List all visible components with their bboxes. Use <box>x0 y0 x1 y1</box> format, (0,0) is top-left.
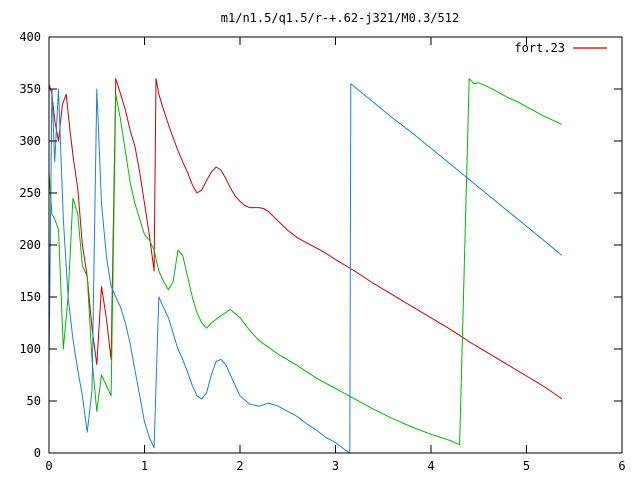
y-tick-label: 50 <box>27 394 41 408</box>
x-tick-label: 6 <box>618 459 625 473</box>
x-tick-label: 4 <box>427 459 434 473</box>
y-tick-label: 300 <box>19 134 41 148</box>
red-series-line <box>48 78 563 400</box>
legend-label: fort.23 <box>514 41 565 55</box>
x-tick-label: 1 <box>141 459 148 473</box>
y-tick-label: 250 <box>19 186 41 200</box>
y-tick-label: 400 <box>19 30 41 44</box>
plot-area: 0 1 2 3 4 5 6 0 50 100 150 200 250 300 350 400 <box>19 30 625 473</box>
x-axis: 0 1 2 3 4 5 6 <box>45 37 626 473</box>
y-tick-label: 0 <box>34 446 41 460</box>
blue-series-line <box>48 83 563 454</box>
x-tick-label: 2 <box>236 459 243 473</box>
y-tick-label: 350 <box>19 82 41 96</box>
series-layer <box>48 78 563 454</box>
x-tick-label: 5 <box>523 459 530 473</box>
green-series-line <box>48 78 563 446</box>
y-tick-label: 100 <box>19 342 41 356</box>
x-tick-label: 0 <box>45 459 52 473</box>
chart-title: m1/n1.5/q1.5/r-+.62-j321/M0.3/512 <box>221 11 459 25</box>
y-tick-label: 200 <box>19 238 41 252</box>
y-tick-label: 150 <box>19 290 41 304</box>
legend: fort.23 <box>514 41 607 55</box>
x-tick-label: 3 <box>332 459 339 473</box>
y-axis: 0 50 100 150 200 250 300 350 400 <box>19 30 622 460</box>
